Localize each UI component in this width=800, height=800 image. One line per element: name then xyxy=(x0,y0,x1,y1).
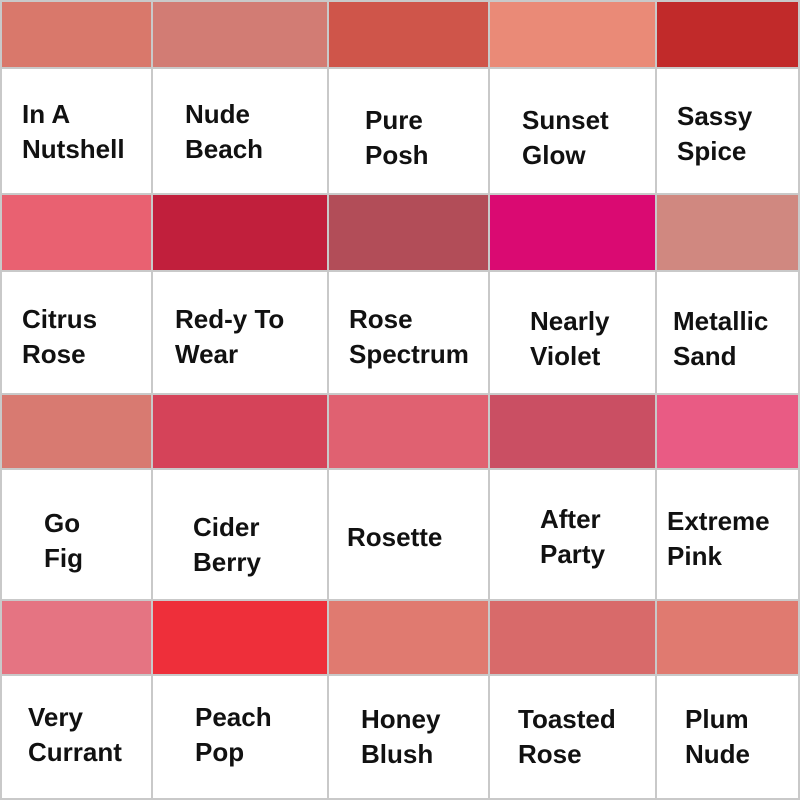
shade-name: Red-y To Wear xyxy=(175,304,285,369)
shade-label-cell: Plum Nude xyxy=(657,676,800,800)
shade-label-cell: Very Currant xyxy=(0,676,153,800)
shade-label-cell: Extreme Pink xyxy=(657,470,800,601)
shade-swatch xyxy=(657,0,800,69)
shade-label-cell: Sassy Spice xyxy=(657,69,800,195)
shade-name: Metallic Sand xyxy=(673,306,769,371)
shade-name: Citrus Rose xyxy=(22,304,98,369)
shade-name: Nearly Violet xyxy=(530,306,610,371)
shade-swatch xyxy=(0,0,153,69)
shade-name: Go Fig xyxy=(44,508,83,573)
shade-swatch xyxy=(490,0,657,69)
shade-swatch xyxy=(329,195,490,272)
shade-name: Plum Nude xyxy=(685,704,750,769)
shade-name: Pure Posh xyxy=(365,105,429,170)
shade-name: Sassy Spice xyxy=(677,101,753,166)
shade-label-cell: Pure Posh xyxy=(329,69,490,195)
shade-swatch xyxy=(329,601,490,676)
shade-name: Nude Beach xyxy=(185,99,264,164)
shade-label-cell: Nearly Violet xyxy=(490,272,657,395)
shade-label-cell: Citrus Rose xyxy=(0,272,153,395)
shade-swatch xyxy=(657,601,800,676)
shade-swatch xyxy=(657,195,800,272)
shade-swatch xyxy=(0,601,153,676)
shade-name: In A Nutshell xyxy=(22,99,125,164)
shade-swatch xyxy=(657,395,800,470)
shade-swatch xyxy=(490,195,657,272)
shade-label-cell: Nude Beach xyxy=(153,69,329,195)
shade-swatch xyxy=(490,601,657,676)
shade-name: Cider Berry xyxy=(193,512,261,577)
shade-label-cell: Toasted Rose xyxy=(490,676,657,800)
shade-name: Toasted Rose xyxy=(518,704,616,769)
shade-name: Rosette xyxy=(347,522,443,552)
shade-name: Very Currant xyxy=(28,702,122,767)
shade-swatch xyxy=(0,195,153,272)
shade-name: Peach Pop xyxy=(195,702,272,767)
shade-name: Extreme Pink xyxy=(667,506,770,571)
shade-swatch xyxy=(153,195,329,272)
shade-name: Honey Blush xyxy=(361,704,441,769)
shade-swatch xyxy=(329,0,490,69)
shade-swatch xyxy=(490,395,657,470)
shade-swatch xyxy=(0,395,153,470)
shade-swatch xyxy=(153,395,329,470)
shade-label-cell: After Party xyxy=(490,470,657,601)
shade-label-cell: Cider Berry xyxy=(153,470,329,601)
shade-label-cell: Honey Blush xyxy=(329,676,490,800)
shade-name: Rose Spectrum xyxy=(349,304,469,369)
shade-label-cell: In A Nutshell xyxy=(0,69,153,195)
shade-swatch xyxy=(153,601,329,676)
shade-label-cell: Go Fig xyxy=(0,470,153,601)
shade-label-cell: Rose Spectrum xyxy=(329,272,490,395)
shade-label-cell: Red-y To Wear xyxy=(153,272,329,395)
shade-label-cell: Metallic Sand xyxy=(657,272,800,395)
shade-name: After Party xyxy=(540,504,606,569)
shade-label-cell: Peach Pop xyxy=(153,676,329,800)
shade-name: Sunset Glow xyxy=(522,105,609,170)
shade-swatch xyxy=(153,0,329,69)
shade-label-cell: Sunset Glow xyxy=(490,69,657,195)
shade-swatch xyxy=(329,395,490,470)
shade-label-cell: Rosette xyxy=(329,470,490,601)
